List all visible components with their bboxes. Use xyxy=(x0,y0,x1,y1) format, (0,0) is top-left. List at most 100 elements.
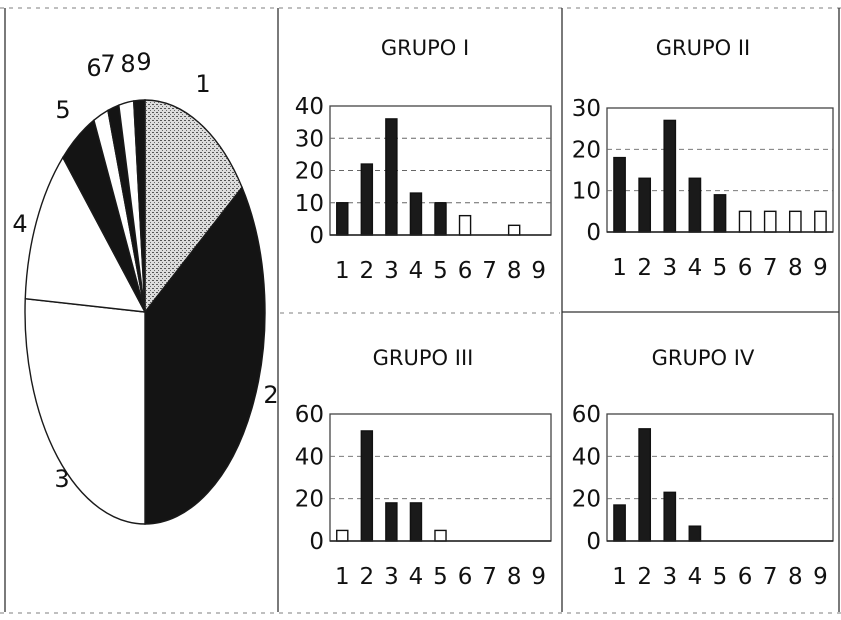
bar-chart-grupo-iii: GRUPO III 0 20 40 60 1 2 3 4 5 6 7 8 9 xyxy=(295,346,552,590)
y-tick-label: 40 xyxy=(295,94,324,120)
y-tick-label: 20 xyxy=(295,159,324,185)
x-tick-label: 8 xyxy=(788,255,803,281)
pie-slice-9 xyxy=(132,99,146,313)
pie-label-3: 3 xyxy=(54,465,69,493)
bar-4 xyxy=(688,177,702,233)
x-tick-label: 9 xyxy=(813,564,828,590)
x-tick-label: 6 xyxy=(738,564,753,590)
chart-title: GRUPO IV xyxy=(652,346,755,370)
y-tick-label: 10 xyxy=(295,191,324,217)
x-tick-label: 4 xyxy=(688,564,703,590)
x-tick-label: 3 xyxy=(662,255,677,281)
x-tick-label: 3 xyxy=(384,258,399,284)
bar-6 xyxy=(458,214,472,236)
pie-chart: 1 2 3 4 567 8 9 xyxy=(12,48,279,525)
bar-1 xyxy=(336,202,349,236)
bar-9 xyxy=(814,210,827,233)
bar-3 xyxy=(663,119,677,233)
bar-5 xyxy=(434,202,447,236)
bar-2 xyxy=(360,163,374,236)
x-tick-label: 7 xyxy=(482,564,497,590)
bar-4 xyxy=(409,192,423,236)
y-tick-label: 60 xyxy=(295,402,324,428)
y-tick-label: 0 xyxy=(586,220,601,246)
bar-chart-grupo-iv: GRUPO IV 0 20 40 60 1 2 3 4 5 6 7 8 9 xyxy=(572,346,834,590)
x-tick-label: 3 xyxy=(384,564,399,590)
pie-slice-3 xyxy=(24,297,146,525)
x-tick-label: 9 xyxy=(531,564,546,590)
bar-chart-grupo-i: GRUPO I 0 10 20 30 40 1 2 3 4 5 6 7 8 9 xyxy=(295,36,552,284)
y-tick-label: 0 xyxy=(309,223,324,249)
bar-2 xyxy=(360,430,374,542)
pie-slice-1 xyxy=(144,99,243,315)
y-tick-label: 30 xyxy=(572,96,601,122)
bar-6 xyxy=(738,210,752,233)
y-tick-label: 20 xyxy=(572,487,601,513)
bar-8 xyxy=(507,224,521,236)
x-tick-label: 3 xyxy=(662,564,677,590)
y-tick-label: 30 xyxy=(295,126,324,152)
x-tick-label: 2 xyxy=(637,255,652,281)
x-tick-label: 8 xyxy=(507,258,522,284)
x-tick-label: 5 xyxy=(433,258,448,284)
x-tick-label: 5 xyxy=(433,564,448,590)
x-tick-label: 9 xyxy=(813,255,828,281)
bar-4 xyxy=(409,502,423,542)
y-tick-label: 40 xyxy=(295,444,324,470)
pie-slice-2 xyxy=(144,186,266,525)
y-tick-label: 20 xyxy=(295,487,324,513)
x-tick-label: 1 xyxy=(335,258,350,284)
x-tick-label: 9 xyxy=(531,258,546,284)
bar-1 xyxy=(613,504,626,542)
y-tick-label: 0 xyxy=(586,529,601,555)
x-tick-label: 4 xyxy=(409,258,424,284)
x-tick-label: 1 xyxy=(335,564,350,590)
x-tick-label: 6 xyxy=(738,255,753,281)
pie-label-9: 9 xyxy=(136,48,151,76)
bar-4 xyxy=(688,525,702,542)
bar-2 xyxy=(638,428,652,542)
x-tick-label: 8 xyxy=(507,564,522,590)
x-tick-label: 6 xyxy=(458,564,473,590)
x-tick-label: 2 xyxy=(360,258,375,284)
bar-3 xyxy=(385,502,398,542)
chart-title: GRUPO II xyxy=(656,36,751,60)
y-tick-label: 60 xyxy=(572,402,601,428)
pie-label-5: 5 xyxy=(55,96,70,124)
pie-label-4: 4 xyxy=(12,210,27,238)
x-tick-label: 5 xyxy=(713,564,728,590)
chart-title: GRUPO III xyxy=(373,346,474,370)
x-tick-label: 6 xyxy=(458,258,473,284)
y-tick-label: 10 xyxy=(572,179,601,205)
x-tick-label: 7 xyxy=(763,255,778,281)
chart-title: GRUPO I xyxy=(381,36,469,60)
pie-label-6: 6 xyxy=(86,54,101,82)
figure-frames xyxy=(0,7,841,614)
pie-slice-4 xyxy=(24,156,147,313)
x-tick-label: 4 xyxy=(409,564,424,590)
bar-5 xyxy=(713,194,727,233)
x-tick-label: 2 xyxy=(637,564,652,590)
pie-label-2: 2 xyxy=(263,381,278,409)
y-tick-label: 0 xyxy=(309,529,324,555)
pie-label-1: 1 xyxy=(195,70,210,98)
bar-2 xyxy=(638,177,652,233)
bar-3 xyxy=(385,118,398,236)
bar-chart-grupo-ii: GRUPO II 0 10 20 30 1 2 3 4 5 6 7 8 9 xyxy=(572,36,834,281)
x-tick-label: 7 xyxy=(763,564,778,590)
x-tick-label: 2 xyxy=(360,564,375,590)
x-tick-label: 4 xyxy=(688,255,703,281)
bar-1 xyxy=(336,529,349,542)
x-tick-label: 8 xyxy=(788,564,803,590)
x-tick-label: 5 xyxy=(713,255,728,281)
bar-1 xyxy=(613,156,626,233)
x-tick-label: 7 xyxy=(482,258,497,284)
x-tick-label: 1 xyxy=(612,564,627,590)
bar-7 xyxy=(763,210,777,233)
y-tick-label: 20 xyxy=(572,137,601,163)
bar-8 xyxy=(788,210,802,233)
x-tick-label: 1 xyxy=(612,255,627,281)
pie-label-7: 7 xyxy=(100,50,115,78)
bar-3 xyxy=(663,491,677,542)
